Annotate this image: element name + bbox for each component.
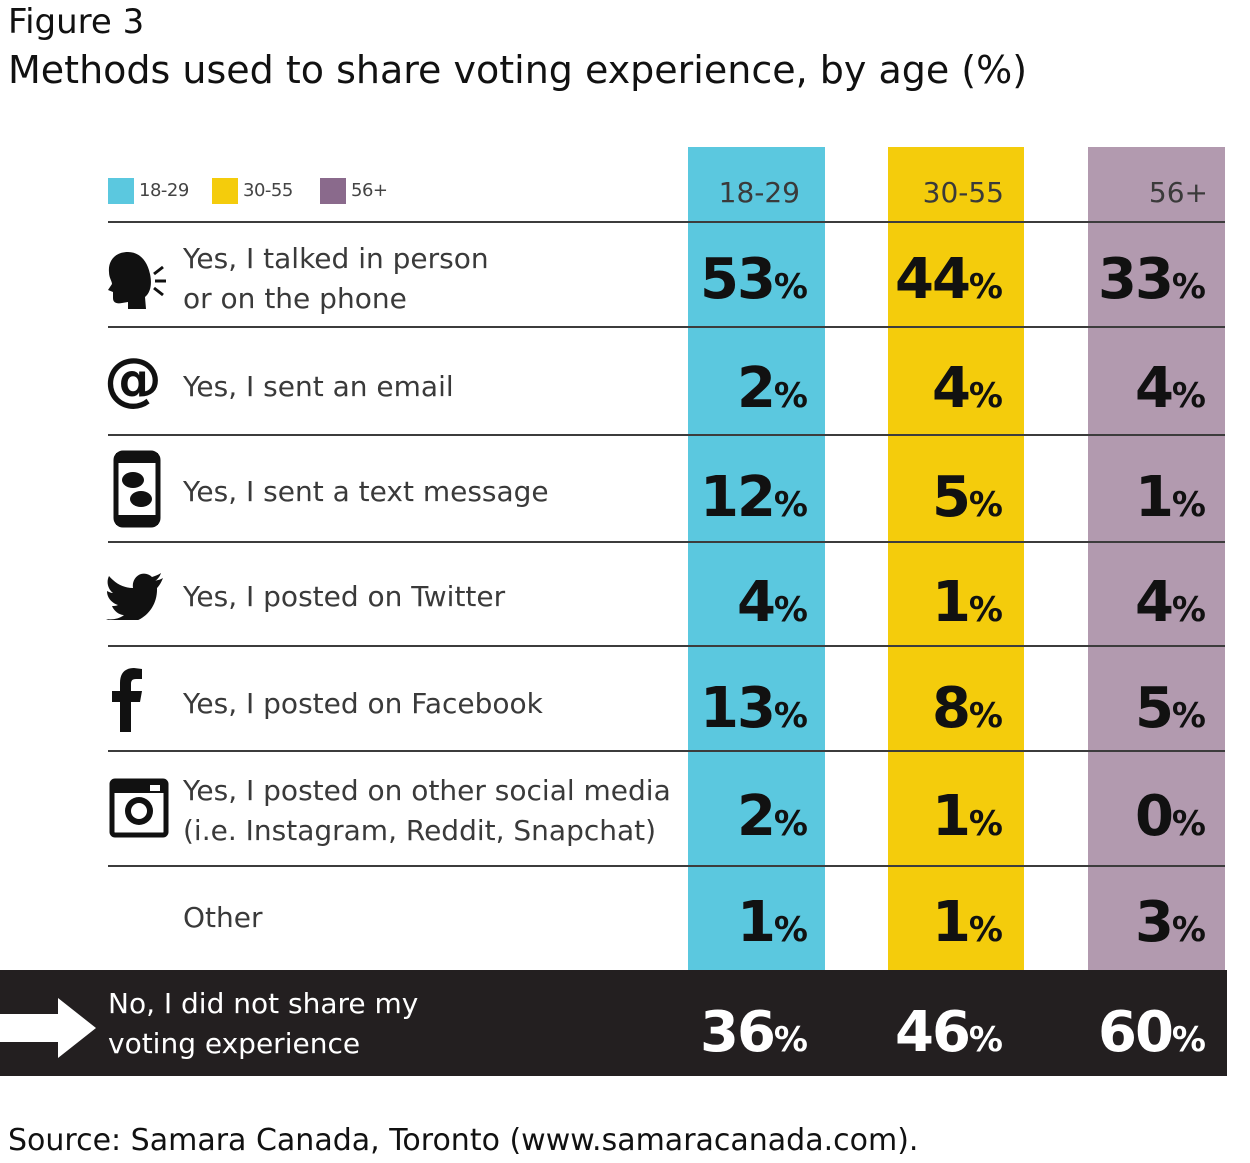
row-label-facebook: Yes, I posted on Facebook [183, 687, 543, 720]
legend-label-18-29: 18-29 [139, 180, 189, 201]
value-cell-18-29-row3: 12% [699, 465, 808, 530]
value-cell-30-55-row6: 1% [931, 784, 1003, 849]
value-cell-30-55-row1: 44% [894, 247, 1003, 312]
phone-message-icon [113, 450, 161, 528]
row-divider [108, 434, 1225, 436]
speaking-head-icon [108, 252, 166, 309]
value-cell-56plus-row8: 60% [1097, 1000, 1206, 1065]
value-cell-18-29-row7: 1% [736, 890, 808, 955]
row-label-line1: Yes, I talked in person [183, 242, 489, 275]
column-header-56plus: 56+ [1148, 176, 1208, 209]
not-shared-label: No, I did not share my voting experience [108, 984, 418, 1064]
value-cell-18-29-row6: 2% [736, 784, 808, 849]
value-cell-18-29-row1: 53% [699, 247, 808, 312]
chart-title: Methods used to share voting experience,… [8, 48, 1028, 92]
value-cell-56plus-row4: 4% [1134, 570, 1206, 635]
value-cell-30-55-row8: 46% [894, 1000, 1003, 1065]
column-header-18-29: 18-29 [718, 176, 800, 209]
value-cell-18-29-row5: 13% [699, 676, 808, 741]
row-label-line1: Yes, I posted on other social media [183, 774, 671, 807]
at-sign-icon: @ [104, 345, 162, 413]
facebook-icon [112, 668, 142, 732]
row-divider [108, 645, 1225, 647]
value-cell-56plus-row2: 4% [1134, 356, 1206, 421]
column-bg-30-55 [888, 147, 1024, 970]
arrow-right-icon [0, 998, 96, 1058]
source-note: Source: Samara Canada, Toronto (www.sama… [8, 1123, 919, 1158]
legend-swatch-56plus [320, 178, 346, 204]
row-label-twitter: Yes, I posted on Twitter [183, 580, 506, 613]
row-divider [108, 865, 1225, 867]
row-divider [108, 221, 1225, 223]
value-cell-56plus-row7: 3% [1134, 890, 1206, 955]
legend-label-30-55: 30-55 [243, 180, 293, 201]
value-cell-30-55-row5: 8% [931, 676, 1003, 741]
value-cell-18-29-row8: 36% [699, 1000, 808, 1065]
value-cell-30-55-row7: 1% [931, 890, 1003, 955]
value-cell-56plus-row5: 5% [1134, 676, 1206, 741]
row-label-other: Other [183, 901, 263, 934]
row-label-email: Yes, I sent an email [183, 370, 454, 403]
value-cell-18-29-row2: 2% [736, 356, 808, 421]
legend-swatch-30-55 [212, 178, 238, 204]
column-bg-18-29 [688, 147, 825, 970]
value-cell-56plus-row1: 33% [1097, 247, 1206, 312]
value-cell-30-55-row4: 1% [931, 570, 1003, 635]
value-cell-56plus-row3: 1% [1134, 465, 1206, 530]
row-divider [108, 750, 1225, 752]
row-divider [108, 541, 1225, 543]
row-divider [108, 326, 1225, 328]
value-cell-30-55-row3: 5% [931, 465, 1003, 530]
figure-label: Figure 3 [8, 2, 145, 42]
not-shared-label-line2: voting experience [108, 1027, 361, 1060]
row-label-line2: or on the phone [183, 282, 407, 315]
column-bg-56plus [1088, 147, 1225, 970]
row-label-other-social: Yes, I posted on other social media (i.e… [183, 771, 671, 851]
row-label-talked: Yes, I talked in person or on the phone [183, 239, 489, 319]
row-label-text: Yes, I sent a text message [183, 475, 549, 508]
value-cell-30-55-row2: 4% [931, 356, 1003, 421]
row-label-line2: (i.e. Instagram, Reddit, Snapchat) [183, 814, 657, 847]
instagram-icon [109, 778, 169, 838]
not-shared-bar [0, 970, 1227, 1076]
value-cell-56plus-row6: 0% [1134, 784, 1206, 849]
column-header-30-55: 30-55 [922, 176, 1004, 209]
value-cell-18-29-row4: 4% [736, 570, 808, 635]
legend-label-56plus: 56+ [351, 180, 388, 201]
not-shared-label-line1: No, I did not share my [108, 987, 419, 1020]
twitter-bird-icon [106, 573, 163, 620]
legend-swatch-18-29 [108, 178, 134, 204]
